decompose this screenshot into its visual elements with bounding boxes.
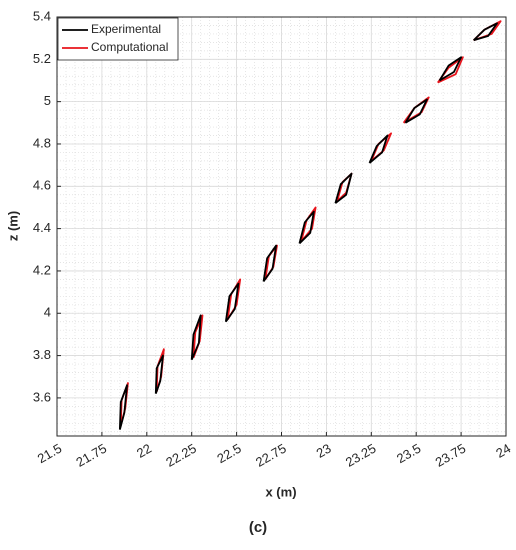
x-tick-label: 24	[493, 441, 513, 461]
y-tick-label: 3.8	[33, 347, 51, 362]
legend-label: Computational	[91, 40, 168, 54]
y-tick-label: 3.6	[33, 389, 51, 404]
x-tick-label: 23	[314, 441, 334, 461]
y-tick-label: 4	[44, 305, 51, 320]
y-tick-label: 5	[44, 93, 51, 108]
x-tick-label: 23.5	[394, 441, 423, 467]
x-axis-label: x (m)	[265, 484, 296, 499]
y-tick-label: 4.6	[33, 178, 51, 193]
x-tick-label: 23.75	[433, 441, 469, 470]
y-tick-label: 5.4	[33, 8, 51, 23]
series-line	[118, 22, 498, 430]
x-tick-label: 22	[134, 441, 154, 461]
y-axis-label: z (m)	[5, 211, 20, 241]
x-tick-label: 22.5	[214, 441, 243, 467]
legend-label: Experimental	[91, 22, 161, 36]
x-tick-label: 22.75	[253, 441, 289, 470]
y-tick-label: 5.2	[33, 51, 51, 66]
x-tick-label: 22.25	[163, 441, 199, 470]
y-tick-label: 4.4	[33, 220, 51, 235]
x-tick-label: 23.25	[343, 441, 379, 470]
caption: (c)	[249, 519, 267, 536]
axes-box	[56, 16, 507, 437]
y-tick-label: 4.2	[33, 262, 51, 277]
x-tick-label: 21.75	[73, 441, 109, 470]
legend-box	[57, 17, 179, 61]
x-tick-label: 21.5	[35, 441, 64, 467]
y-tick-label: 4.8	[33, 135, 51, 150]
